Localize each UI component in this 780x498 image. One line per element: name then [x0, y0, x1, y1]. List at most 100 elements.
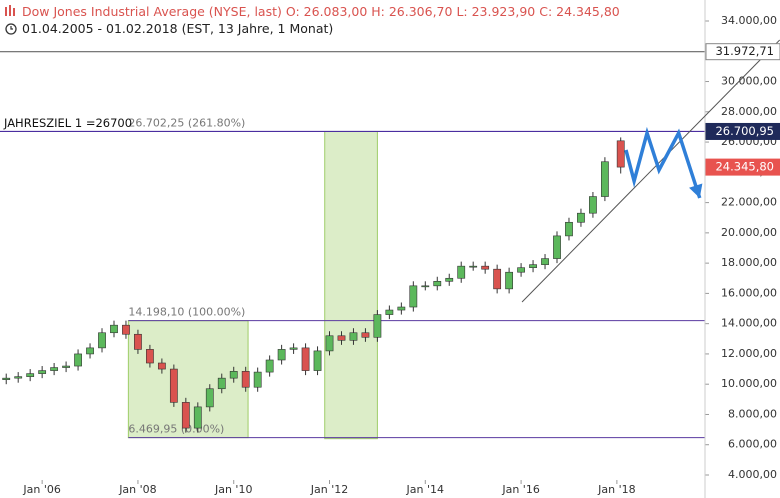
candle-body — [529, 264, 537, 268]
candle-body — [409, 285, 418, 308]
candle — [505, 267, 514, 294]
candle-body — [373, 314, 382, 338]
candle — [2, 373, 11, 385]
candle — [265, 355, 274, 377]
candle — [169, 364, 178, 407]
range-info: (EST, 13 Jahre, 1 Monat) — [182, 21, 334, 36]
candle-body — [433, 280, 442, 287]
candle-body — [229, 371, 238, 379]
forecast-arrowhead — [689, 183, 703, 199]
level-label: 24.345,80 — [715, 160, 774, 174]
candle — [409, 281, 418, 312]
candle — [301, 343, 310, 376]
candle — [146, 344, 154, 368]
candle-body — [134, 333, 142, 350]
candle — [349, 328, 358, 345]
candle-body — [517, 267, 525, 273]
candle — [469, 261, 478, 271]
candle-body — [481, 265, 490, 270]
candle — [110, 320, 118, 338]
candle — [421, 281, 430, 291]
candle — [433, 276, 442, 291]
y-tick-label: 28.000,00 — [721, 105, 777, 118]
candle — [26, 369, 35, 382]
candle — [397, 302, 406, 315]
y-tick-label: 12.000,00 — [721, 347, 777, 360]
candle — [98, 328, 106, 353]
candle-body — [265, 359, 274, 373]
candle-body — [397, 306, 406, 311]
chart-subtitle: 01.04.2005 - 01.02.2018 (EST, 13 Jahre, … — [22, 21, 333, 36]
candle-body — [169, 368, 178, 403]
candle — [385, 305, 394, 320]
candle-body — [325, 335, 334, 352]
candle — [325, 331, 334, 356]
candle — [553, 231, 561, 264]
candle-body — [14, 376, 23, 379]
candle — [38, 366, 47, 379]
candle-body — [289, 347, 298, 350]
candle-body — [2, 377, 11, 380]
candle-body — [337, 335, 346, 341]
candle-body — [50, 367, 59, 371]
x-tick-label: Jan '18 — [597, 483, 635, 496]
y-tick-label: 34.000,00 — [721, 14, 777, 27]
chart-icon — [5, 5, 15, 16]
candle-body — [553, 235, 561, 259]
candle-body — [469, 265, 478, 268]
candle-body — [493, 268, 502, 290]
high-label: H: 26.306,70 — [371, 4, 452, 19]
candle-body — [277, 349, 286, 361]
candle — [565, 217, 573, 241]
forecast-line — [624, 126, 702, 199]
candle — [253, 367, 262, 392]
candle — [86, 343, 94, 359]
candle-body — [577, 212, 585, 223]
candle — [493, 264, 502, 294]
candle — [157, 358, 166, 374]
y-tick-label: 16.000,00 — [721, 286, 777, 299]
candle — [14, 372, 23, 383]
x-tick-label: Jan '06 — [22, 483, 60, 496]
candle-body — [26, 373, 35, 377]
candle — [289, 343, 298, 354]
candle-body — [349, 332, 358, 341]
candle — [217, 373, 226, 394]
candle-body — [157, 362, 166, 370]
candle — [193, 402, 202, 433]
y-tick-label: 14.000,00 — [721, 317, 777, 330]
fib-label: 6.469,95 (0.00%) — [128, 423, 224, 436]
trend-line — [521, 39, 780, 303]
level-box — [705, 158, 780, 176]
candle — [62, 361, 70, 373]
y-tick-label: 6.000,00 — [728, 438, 777, 451]
candle — [517, 263, 525, 277]
candle-body — [205, 388, 214, 408]
candle-body — [253, 371, 262, 388]
candle-body — [217, 377, 226, 390]
y-tick-label: 8.000,00 — [728, 407, 777, 420]
candle-body — [38, 370, 47, 374]
candle-body — [241, 371, 250, 388]
chart-header: Dow Jones Industrial Average (NYSE, last… — [22, 4, 620, 19]
candle — [337, 331, 346, 345]
candle — [616, 137, 625, 174]
candle-body — [505, 271, 514, 290]
candle-body — [301, 347, 310, 371]
candle-body — [421, 285, 430, 288]
close-label: C: 24.345,80 — [539, 4, 620, 19]
candle-body — [445, 277, 454, 282]
y-tick-label: 18.000,00 — [721, 256, 777, 269]
level-label: 31.972,71 — [715, 44, 774, 58]
candle-body — [616, 140, 625, 168]
x-tick-label: Jan '08 — [118, 483, 156, 496]
y-tick-label: 4.000,00 — [728, 468, 777, 481]
candle — [241, 366, 250, 392]
chart-title: Dow Jones Industrial Average (NYSE, last… — [22, 4, 282, 19]
candle-body — [589, 196, 597, 214]
fib-label: 26.702,25 (261.80%) — [128, 116, 245, 129]
candle — [373, 310, 382, 342]
date-range: 01.04.2005 - 01.02.2018 — [22, 21, 178, 36]
y-tick-label: 10.000,00 — [721, 377, 777, 390]
